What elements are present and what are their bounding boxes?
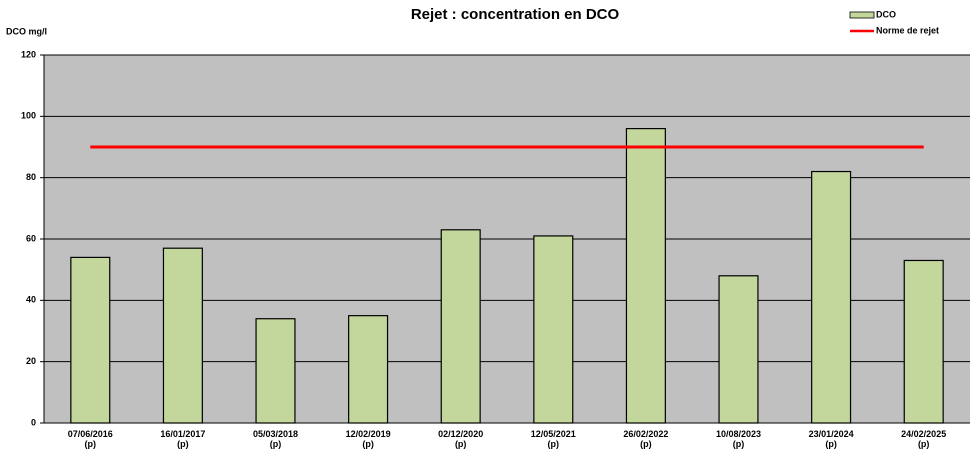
y-tick-label: 60 — [26, 233, 36, 243]
bar — [903, 259, 944, 424]
bar — [440, 229, 481, 424]
x-tick-label: 16/01/2017 (p) — [160, 429, 206, 449]
x-tick-label: 10/08/2023 (p) — [715, 429, 762, 449]
x-tick-label: 02/12/2020 (p) — [438, 429, 484, 449]
bar — [533, 235, 574, 424]
y-tick-label: 100 — [21, 111, 36, 121]
bar — [162, 247, 203, 424]
x-tick-label: 26/02/2022 (p) — [623, 429, 669, 449]
legend-swatch — [849, 11, 875, 19]
y-tick-label: 0 — [31, 417, 36, 427]
y-tick-label: 40 — [26, 295, 36, 305]
legend-label: DCO — [876, 9, 896, 19]
y-tick-label: 120 — [21, 49, 36, 59]
x-tick-label: 12/05/2021 (p) — [530, 429, 576, 449]
x-tick-label: 07/06/2016 (p) — [67, 429, 113, 449]
y-tick-label: 20 — [26, 356, 36, 366]
bar — [255, 318, 296, 424]
bar — [718, 275, 759, 424]
bar — [70, 256, 111, 424]
x-tick-label: 12/02/2019 (p) — [345, 429, 391, 449]
x-tick-label: 05/03/2018 (p) — [252, 429, 299, 449]
bar — [625, 128, 666, 424]
legend-label: Norme de rejet — [876, 25, 939, 35]
y-tick-label: 80 — [26, 172, 36, 182]
bar — [811, 170, 852, 424]
x-tick-label: 24/02/2025 (p) — [901, 429, 947, 449]
y-axis-label: DCO mg/l — [6, 26, 47, 36]
bar — [348, 315, 389, 424]
chart-title: Rejet : concentration en DCO — [411, 6, 620, 23]
x-tick-label: 23/01/2024 (p) — [808, 429, 854, 449]
